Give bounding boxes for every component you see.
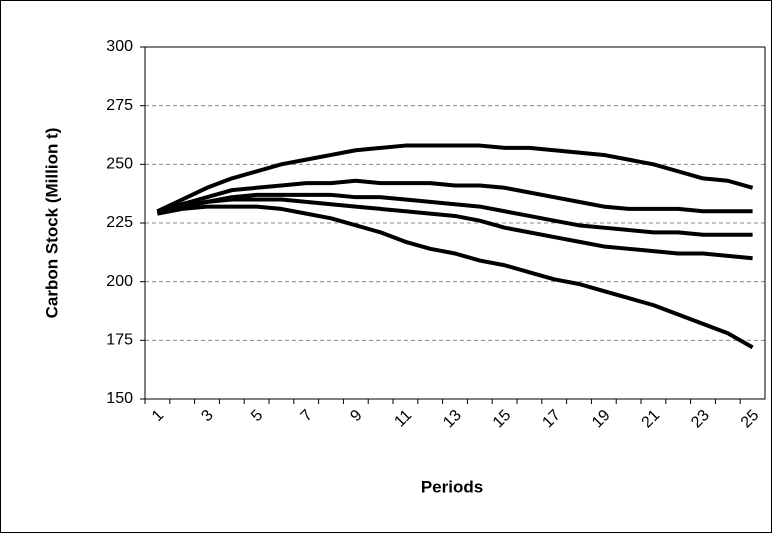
y-tick-label: 250	[106, 156, 133, 173]
y-tick-label: 175	[106, 332, 133, 349]
series-line	[156, 178, 753, 214]
y-axis-title: Carbon Stock (Million t)	[42, 128, 61, 319]
series-line	[156, 197, 753, 261]
series-line	[157, 192, 753, 237]
y-tick-label: 225	[106, 214, 133, 231]
plot-area	[144, 46, 766, 400]
x-axis-title: Periods	[421, 477, 483, 496]
y-tick-label: 200	[106, 273, 133, 290]
y-tick-label: 300	[106, 38, 133, 55]
y-tick-label: 150	[106, 390, 133, 407]
series-line	[157, 204, 754, 350]
y-tick-label: 275	[106, 97, 133, 114]
series-line	[156, 143, 754, 214]
